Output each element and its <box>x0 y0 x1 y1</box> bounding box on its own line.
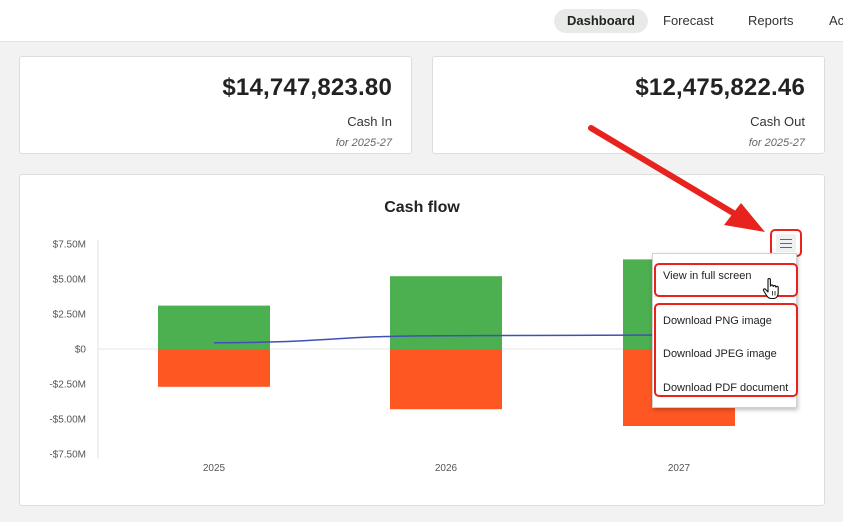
hamburger-icon <box>776 234 796 252</box>
y-tick-label: $5.00M <box>53 275 86 286</box>
cash-out-amount: $12,475,822.46 <box>635 74 805 101</box>
chart-menu-button[interactable] <box>770 229 802 257</box>
cash-in-amount: $14,747,823.80 <box>222 74 392 101</box>
cash-in-card: $14,747,823.80 Cash In for 2025-27 <box>19 56 412 154</box>
cash-in-label: Cash In <box>347 114 392 129</box>
y-tick-label: $0 <box>75 345 87 356</box>
cash-out-bar[interactable] <box>390 349 502 410</box>
cash-out-period: for 2025-27 <box>748 137 805 149</box>
x-tick-label: 2027 <box>668 463 691 474</box>
x-tick-label: 2025 <box>203 463 226 474</box>
nav-tab-dashboard[interactable]: Dashboard <box>554 9 648 33</box>
menu-item-download-png[interactable]: Download PNG image <box>663 315 772 327</box>
highlight-download-options <box>654 303 798 397</box>
net-trend-line <box>213 334 680 344</box>
y-tick-label: -$2.50M <box>49 380 86 391</box>
cash-in-bar[interactable] <box>390 276 502 349</box>
x-tick-label: 2026 <box>435 463 458 474</box>
y-tick-label: $7.50M <box>53 240 86 251</box>
nav-tab-forecast[interactable]: Forecast <box>663 13 714 28</box>
nav-tab-reports[interactable]: Reports <box>748 13 794 28</box>
chart-title: Cash flow <box>384 199 460 216</box>
cash-out-card: $12,475,822.46 Cash Out for 2025-27 <box>432 56 825 154</box>
cash-out-bar[interactable] <box>158 349 270 387</box>
menu-item-view-full-screen[interactable]: View in full screen <box>663 270 752 282</box>
nav-tab-more[interactable]: Ac <box>829 13 843 28</box>
y-tick-label: -$5.00M <box>49 415 86 426</box>
cash-in-period: for 2025-27 <box>335 137 392 149</box>
menu-item-download-jpeg[interactable]: Download JPEG image <box>663 348 777 360</box>
menu-item-download-pdf[interactable]: Download PDF document <box>663 382 789 394</box>
top-nav: Dashboard Forecast Reports Ac <box>0 0 843 42</box>
y-tick-label: -$7.50M <box>49 450 86 461</box>
chart-export-menu: View in full screen Download PNG image D… <box>652 253 797 408</box>
hand-pointer-icon <box>762 277 779 300</box>
y-tick-label: $2.50M <box>53 310 86 321</box>
highlight-full-screen <box>654 263 798 297</box>
cash-out-label: Cash Out <box>750 114 805 129</box>
